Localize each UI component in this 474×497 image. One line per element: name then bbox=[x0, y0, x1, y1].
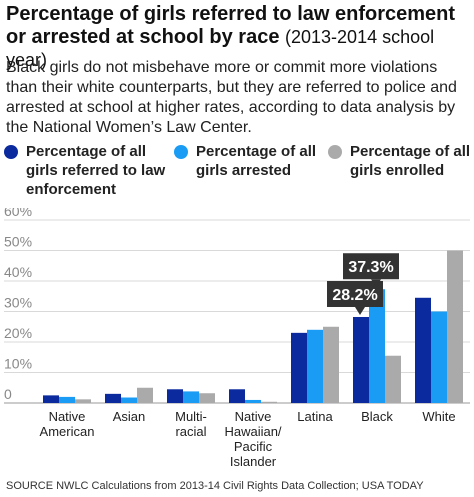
data-label: 37.3% bbox=[348, 259, 393, 276]
legend-label-arrested: Percentage of all girls arrested bbox=[196, 143, 317, 179]
y-tick-label: 50% bbox=[4, 234, 32, 250]
y-tick-label: 0 bbox=[4, 386, 12, 402]
y-tick-label: 40% bbox=[4, 264, 32, 280]
bar-chart: 0 10% 20% 30% 40% 50% 60% Native American Asian Mu… bbox=[4, 208, 470, 469]
bar bbox=[291, 332, 307, 403]
chart-title: Percentage of girls referred to law enfo… bbox=[6, 3, 468, 72]
data-callout: 37.3% bbox=[343, 253, 399, 288]
y-tick-label: 10% bbox=[4, 356, 32, 372]
callout-box bbox=[343, 253, 399, 280]
x-tick-label: White bbox=[422, 409, 455, 424]
x-tick-label: Multi-racial bbox=[175, 409, 207, 439]
title-period: (2013-2014 school year) bbox=[6, 27, 435, 70]
y-tick-label: 20% bbox=[4, 325, 32, 341]
bar bbox=[353, 316, 369, 403]
y-tick-label: 30% bbox=[4, 295, 32, 311]
callout-pointer bbox=[355, 306, 365, 315]
bar bbox=[137, 387, 153, 403]
bar bbox=[105, 393, 121, 403]
bar bbox=[245, 399, 261, 403]
bar bbox=[75, 399, 91, 403]
bar bbox=[307, 329, 323, 403]
bar bbox=[431, 311, 447, 403]
bar bbox=[323, 326, 339, 403]
x-tick-label: Latina bbox=[297, 409, 333, 424]
title-text: Percentage of girls referred to law enfo… bbox=[6, 3, 456, 48]
bar bbox=[59, 396, 75, 403]
bar bbox=[415, 297, 431, 403]
bar bbox=[229, 389, 245, 403]
callout-box bbox=[327, 280, 383, 307]
bar bbox=[183, 391, 199, 403]
x-tick-label: Asian bbox=[113, 409, 146, 424]
y-tick-label: 60% bbox=[4, 208, 32, 219]
x-tick-label: Native Hawaiian/Pacific Islander bbox=[224, 409, 281, 469]
data-callout: 28.2% bbox=[327, 280, 383, 315]
bar bbox=[167, 389, 183, 403]
x-tick-label: Black bbox=[361, 409, 393, 424]
legend: Percentage of all girls referred to law … bbox=[0, 142, 474, 202]
x-tick-label: Native American bbox=[40, 409, 95, 439]
legend-swatch-arrested bbox=[174, 145, 188, 159]
bar bbox=[199, 393, 215, 403]
bar bbox=[385, 355, 401, 403]
bar bbox=[121, 397, 137, 403]
bar bbox=[447, 250, 463, 403]
chart-description: Black girls do not misbehave more or com… bbox=[6, 59, 457, 136]
legend-label-enrolled: Percentage of all girls enrolled bbox=[350, 143, 471, 179]
legend-swatch-referred bbox=[4, 145, 18, 159]
data-label: 28.2% bbox=[332, 287, 377, 304]
callout-pointer bbox=[371, 279, 381, 288]
legend-label-referred: Percentage of all girls referred to law … bbox=[26, 143, 166, 198]
legend-swatch-enrolled bbox=[328, 145, 342, 159]
source-note: SOURCE NWLC Calculations from 2013-14 Ci… bbox=[6, 480, 424, 492]
bar bbox=[43, 395, 59, 403]
bar bbox=[261, 401, 277, 403]
bar bbox=[369, 289, 385, 403]
